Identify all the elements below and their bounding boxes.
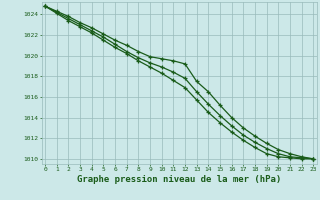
X-axis label: Graphe pression niveau de la mer (hPa): Graphe pression niveau de la mer (hPa) xyxy=(77,175,281,184)
